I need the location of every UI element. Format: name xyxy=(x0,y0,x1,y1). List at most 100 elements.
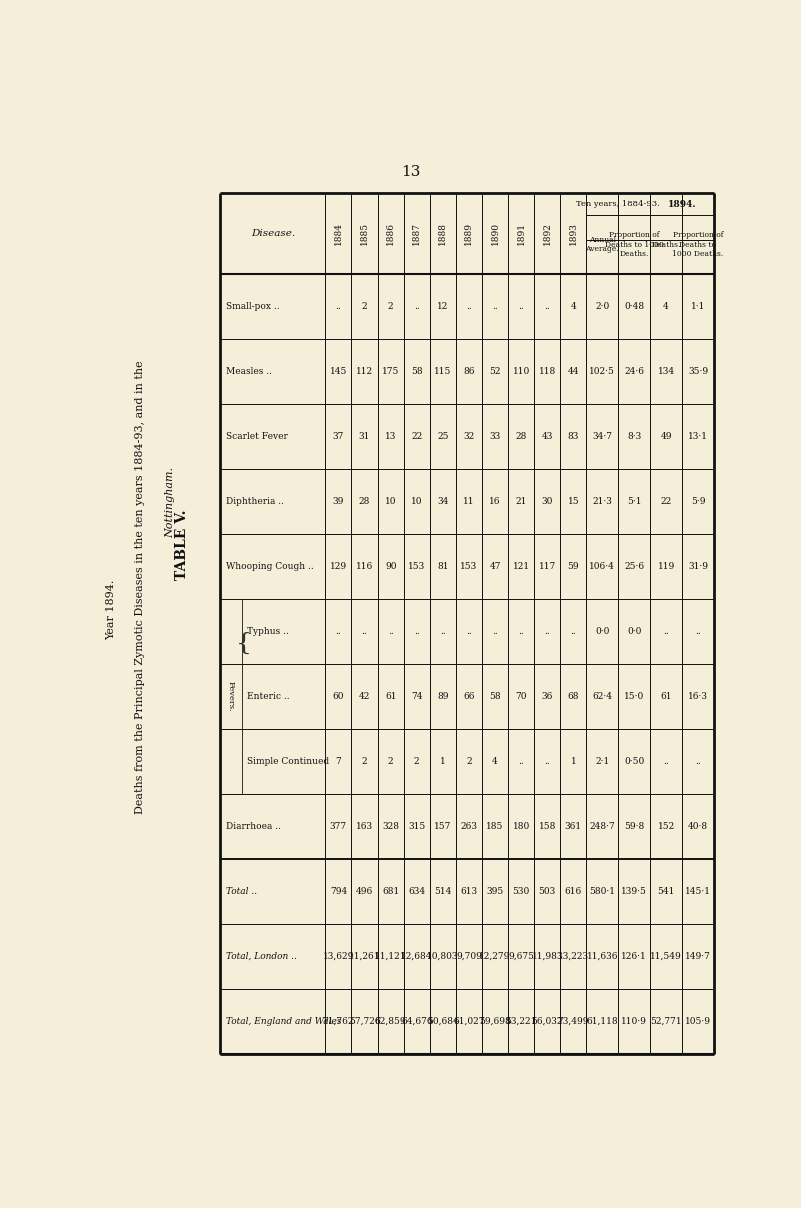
Text: 2: 2 xyxy=(388,757,393,766)
Text: ..: .. xyxy=(518,302,524,312)
Text: 11,121: 11,121 xyxy=(375,952,406,960)
Text: 68: 68 xyxy=(568,692,579,701)
Text: ..: .. xyxy=(545,302,550,312)
Text: 86: 86 xyxy=(463,367,475,376)
Text: 30: 30 xyxy=(541,498,553,506)
Text: 613: 613 xyxy=(461,887,477,895)
Text: ..: .. xyxy=(336,627,341,635)
Text: ..: .. xyxy=(440,627,445,635)
Text: Fevers.: Fevers. xyxy=(227,681,235,712)
Text: Nottingham.: Nottingham. xyxy=(165,466,175,538)
Text: 37: 37 xyxy=(332,432,344,441)
Text: ..: .. xyxy=(570,627,576,635)
Text: 28: 28 xyxy=(516,432,527,441)
Text: ..: .. xyxy=(388,627,393,635)
Text: 149·7: 149·7 xyxy=(685,952,711,960)
Text: 1: 1 xyxy=(570,757,576,766)
Text: 328: 328 xyxy=(382,821,399,831)
Text: ..: .. xyxy=(695,627,701,635)
Text: 134: 134 xyxy=(658,367,674,376)
Text: 616: 616 xyxy=(565,887,582,895)
Text: {: { xyxy=(235,632,252,655)
Text: 33: 33 xyxy=(489,432,501,441)
Text: 8·3: 8·3 xyxy=(627,432,642,441)
Text: 15·0: 15·0 xyxy=(624,692,644,701)
Text: ..: .. xyxy=(336,302,341,312)
Text: 116: 116 xyxy=(356,562,373,571)
Text: 361: 361 xyxy=(565,821,582,831)
Text: 66: 66 xyxy=(463,692,475,701)
Text: 40·8: 40·8 xyxy=(688,821,708,831)
Text: 49: 49 xyxy=(660,432,672,441)
Text: 2: 2 xyxy=(362,757,368,766)
Text: 4: 4 xyxy=(492,757,498,766)
Text: ..: .. xyxy=(492,302,498,312)
Text: 157: 157 xyxy=(434,821,452,831)
Text: ..: .. xyxy=(663,627,669,635)
Text: 10: 10 xyxy=(384,498,396,506)
Text: 62,859: 62,859 xyxy=(375,1017,406,1026)
Text: 315: 315 xyxy=(409,821,425,831)
Text: 117: 117 xyxy=(538,562,556,571)
Text: 11: 11 xyxy=(463,498,475,506)
Text: 129: 129 xyxy=(330,562,347,571)
Text: 0·0: 0·0 xyxy=(627,627,642,635)
Text: Deaths.: Deaths. xyxy=(651,240,681,249)
Text: 2: 2 xyxy=(388,302,393,312)
Text: 21·3: 21·3 xyxy=(593,498,612,506)
Text: ..: .. xyxy=(492,627,498,635)
Text: 16: 16 xyxy=(489,498,501,506)
Text: 42: 42 xyxy=(359,692,370,701)
Text: 57,726: 57,726 xyxy=(348,1017,380,1026)
Text: 180: 180 xyxy=(513,821,529,831)
Text: 25: 25 xyxy=(437,432,449,441)
Text: 61,027: 61,027 xyxy=(453,1017,485,1026)
Text: Diphtheria ..: Diphtheria .. xyxy=(227,498,284,506)
Text: 64,676: 64,676 xyxy=(401,1017,433,1026)
Text: 496: 496 xyxy=(356,887,373,895)
Text: 89: 89 xyxy=(437,692,449,701)
Text: 9,675: 9,675 xyxy=(508,952,534,960)
Text: 102·5: 102·5 xyxy=(590,367,615,376)
Text: Total ..: Total .. xyxy=(227,887,258,895)
Text: Year 1894.: Year 1894. xyxy=(106,580,116,640)
Text: 44: 44 xyxy=(568,367,579,376)
Text: 1892: 1892 xyxy=(543,222,552,245)
Text: Proportion of
Deaths to 1000
Deaths.: Proportion of Deaths to 1000 Deaths. xyxy=(605,231,664,259)
Text: ..: .. xyxy=(518,757,524,766)
Text: 11,636: 11,636 xyxy=(586,952,618,960)
Text: 2: 2 xyxy=(466,757,472,766)
Text: 31: 31 xyxy=(359,432,370,441)
Text: 11,983: 11,983 xyxy=(532,952,563,960)
Text: Small-pox ..: Small-pox .. xyxy=(227,302,280,312)
Text: ..: .. xyxy=(545,627,550,635)
Text: 110·9: 110·9 xyxy=(622,1017,647,1026)
Text: 53,221: 53,221 xyxy=(505,1017,537,1026)
Text: ..: .. xyxy=(663,757,669,766)
Text: 13,223: 13,223 xyxy=(557,952,589,960)
Text: 514: 514 xyxy=(434,887,452,895)
Text: 13: 13 xyxy=(400,165,421,179)
Text: 530: 530 xyxy=(513,887,529,895)
Text: 121: 121 xyxy=(513,562,529,571)
Text: 28: 28 xyxy=(359,498,370,506)
Text: 36: 36 xyxy=(541,692,553,701)
Text: 110: 110 xyxy=(513,367,529,376)
Text: 7: 7 xyxy=(336,757,341,766)
Text: 50,684: 50,684 xyxy=(427,1017,459,1026)
Text: 4: 4 xyxy=(570,302,576,312)
Text: 2·1: 2·1 xyxy=(595,757,610,766)
Text: 112: 112 xyxy=(356,367,373,376)
Text: 163: 163 xyxy=(356,821,373,831)
Text: 115: 115 xyxy=(434,367,452,376)
Text: Simple Continued: Simple Continued xyxy=(248,757,329,766)
Text: 248·7: 248·7 xyxy=(590,821,615,831)
Text: 1886: 1886 xyxy=(386,222,395,245)
Text: 56,032: 56,032 xyxy=(532,1017,563,1026)
Text: 10,803: 10,803 xyxy=(427,952,459,960)
Text: 2: 2 xyxy=(362,302,368,312)
Text: Scarlet Fever: Scarlet Fever xyxy=(227,432,288,441)
Text: 24·6: 24·6 xyxy=(624,367,644,376)
Text: 1889: 1889 xyxy=(465,222,473,245)
Text: 59·8: 59·8 xyxy=(624,821,644,831)
